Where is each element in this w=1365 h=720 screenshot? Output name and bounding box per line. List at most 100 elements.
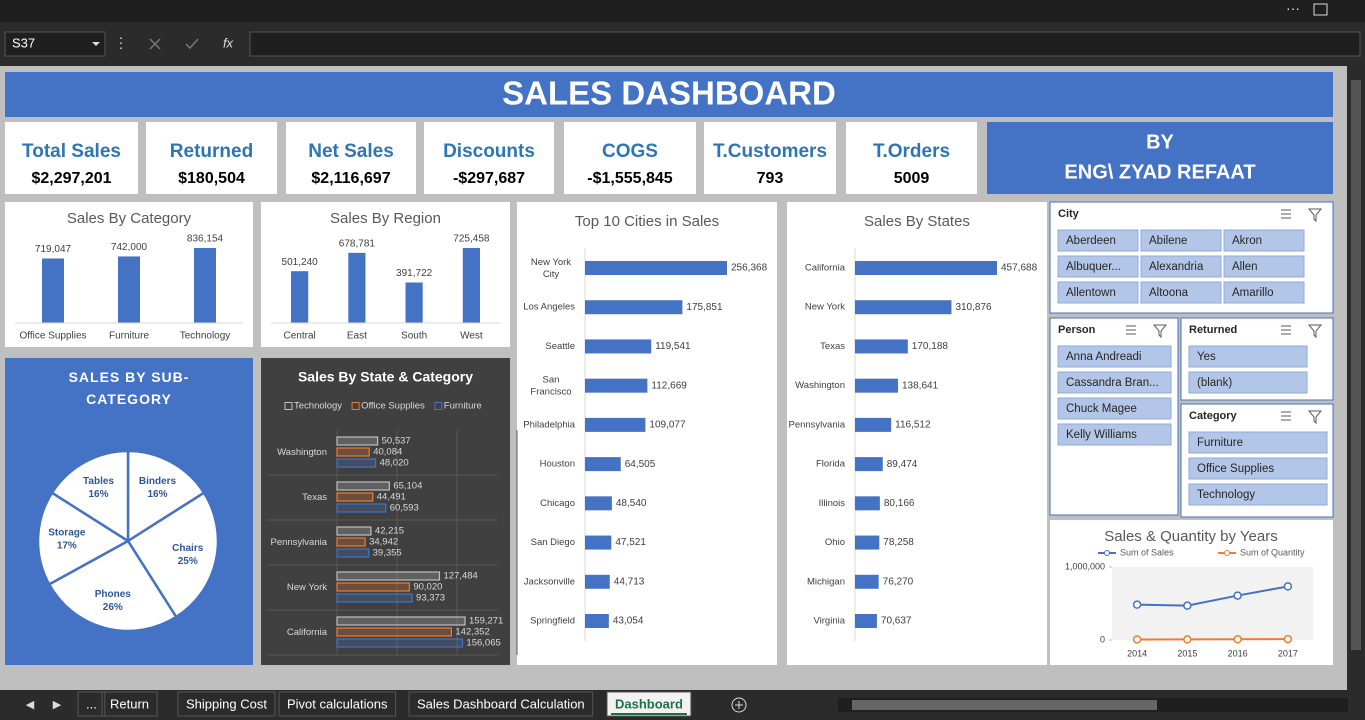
sheet-tab[interactable] [606, 691, 692, 717]
bar [585, 457, 621, 472]
slicer-item[interactable] [1188, 457, 1328, 480]
category-label: New York City [531, 257, 571, 280]
slicer-item[interactable] [1057, 345, 1172, 368]
slicer-item[interactable] [1057, 397, 1172, 420]
multi-select-icon[interactable] [1126, 325, 1136, 335]
menu-dots[interactable]: ⋮ [114, 35, 128, 51]
clear-filter-icon[interactable] [1307, 324, 1323, 339]
slicer-item[interactable] [1188, 345, 1308, 368]
bar [855, 535, 880, 550]
enter-icon[interactable] [185, 38, 199, 50]
clear-filter-icon[interactable] [1307, 410, 1323, 425]
bar [855, 496, 880, 511]
data-label: 47,521 [615, 537, 646, 548]
bar [336, 447, 370, 457]
category-label: San Francisco [530, 374, 571, 397]
pie-slice [50, 449, 130, 544]
category-label: Furniture [109, 331, 149, 342]
slicer-item[interactable] [1057, 371, 1172, 394]
sheet-tab[interactable] [101, 691, 158, 717]
data-label: 44,491 [377, 492, 406, 503]
slicer-item[interactable] [1057, 255, 1139, 278]
data-label: 391,722 [396, 268, 433, 279]
slicer-item[interactable] [1223, 255, 1305, 278]
sheet-tab[interactable] [177, 691, 276, 717]
cancel-icon[interactable] [149, 38, 161, 50]
slicer-item-label: Akron [1232, 235, 1262, 247]
bar [42, 258, 64, 323]
clear-filter-icon[interactable] [1152, 324, 1168, 339]
sheet-tab-label[interactable]: Shipping Cost [186, 696, 267, 711]
kpi-value: $180,504 [178, 170, 245, 187]
name-box-arrow[interactable] [92, 42, 100, 46]
restore-icon[interactable] [1313, 3, 1328, 16]
slicer-item[interactable] [1140, 255, 1222, 278]
kpi-label: T.Customers [713, 141, 827, 162]
multi-select-icon[interactable] [1281, 325, 1291, 335]
clear-filter-icon[interactable] [1307, 208, 1323, 223]
fx-icon[interactable]: fx [223, 35, 234, 50]
bar [336, 616, 466, 626]
bar [336, 481, 390, 491]
sheet-tab-label[interactable]: Dashboard [615, 696, 683, 711]
tab-next[interactable]: ▶ [53, 699, 62, 711]
slicer-item[interactable] [1140, 229, 1222, 252]
slicer-item[interactable] [1188, 483, 1328, 506]
kpi-card [5, 122, 138, 194]
sheet-tab-label[interactable]: Pivot calculations [287, 696, 388, 711]
bar [336, 593, 413, 603]
scroll-thumb[interactable] [1351, 80, 1361, 650]
slicer-item[interactable] [1223, 229, 1305, 252]
legend-swatch [351, 402, 360, 410]
sheet-tab-label[interactable]: Sales Dashboard Calculation [417, 696, 585, 711]
category-label: Michigan [807, 576, 845, 587]
slice-label: Chairs [172, 543, 204, 554]
bar [855, 574, 879, 589]
multi-select-icon[interactable] [1281, 209, 1291, 219]
sheet-tab[interactable] [408, 691, 594, 717]
h-scroll-thumb[interactable] [852, 700, 1157, 710]
slice-label: Binders [139, 476, 177, 487]
tab-prev[interactable]: ◀ [26, 699, 35, 711]
data-label: 310,876 [955, 302, 992, 313]
slicer-item-label: Chuck Magee [1066, 403, 1137, 415]
bar [855, 614, 877, 628]
data-label: 40,084 [373, 447, 402, 458]
sheet-tab-label[interactable]: Return [110, 696, 149, 711]
slicer-item[interactable] [1140, 281, 1222, 304]
legend-swatch [284, 402, 293, 410]
kpi-label: Total Sales [22, 141, 121, 162]
slicer-item[interactable] [1057, 281, 1139, 304]
pie-slice [126, 449, 206, 544]
formula-input[interactable] [249, 31, 1361, 57]
bar [336, 458, 377, 468]
slicer-item[interactable] [1057, 423, 1172, 446]
point [1183, 601, 1192, 610]
legend-label: Sum of Sales [1120, 547, 1174, 557]
kpi-value: $2,116,697 [311, 170, 390, 187]
author-name: ENG\ ZYAD REFAAT [1064, 161, 1255, 183]
data-label: 50,537 [382, 436, 411, 447]
sheet-tab-label[interactable]: ... [86, 696, 97, 711]
sheet-tab[interactable] [77, 691, 106, 717]
more-icon[interactable]: ⋯ [1286, 1, 1300, 17]
sheet-tab[interactable] [278, 691, 396, 717]
data-label: 34,942 [369, 537, 398, 548]
legend-swatch [434, 402, 443, 410]
name-box[interactable] [4, 31, 106, 57]
add-sheet[interactable] [731, 697, 747, 713]
multi-select-icon[interactable] [1281, 411, 1291, 421]
data-label: 39,355 [373, 548, 402, 559]
kpi-value: -$297,687 [453, 170, 525, 187]
slicer-item[interactable] [1188, 371, 1308, 394]
legend-marker [1224, 550, 1230, 556]
slicer-item[interactable] [1057, 229, 1139, 252]
bar [855, 300, 952, 315]
slicer-item[interactable] [1223, 281, 1305, 304]
data-label: 719,047 [35, 244, 72, 255]
chart-title: Sales By Region [330, 210, 441, 227]
kpi-card [424, 122, 554, 194]
author-line: BY [1146, 131, 1174, 153]
bar [336, 492, 374, 502]
slicer-item[interactable] [1188, 431, 1328, 454]
